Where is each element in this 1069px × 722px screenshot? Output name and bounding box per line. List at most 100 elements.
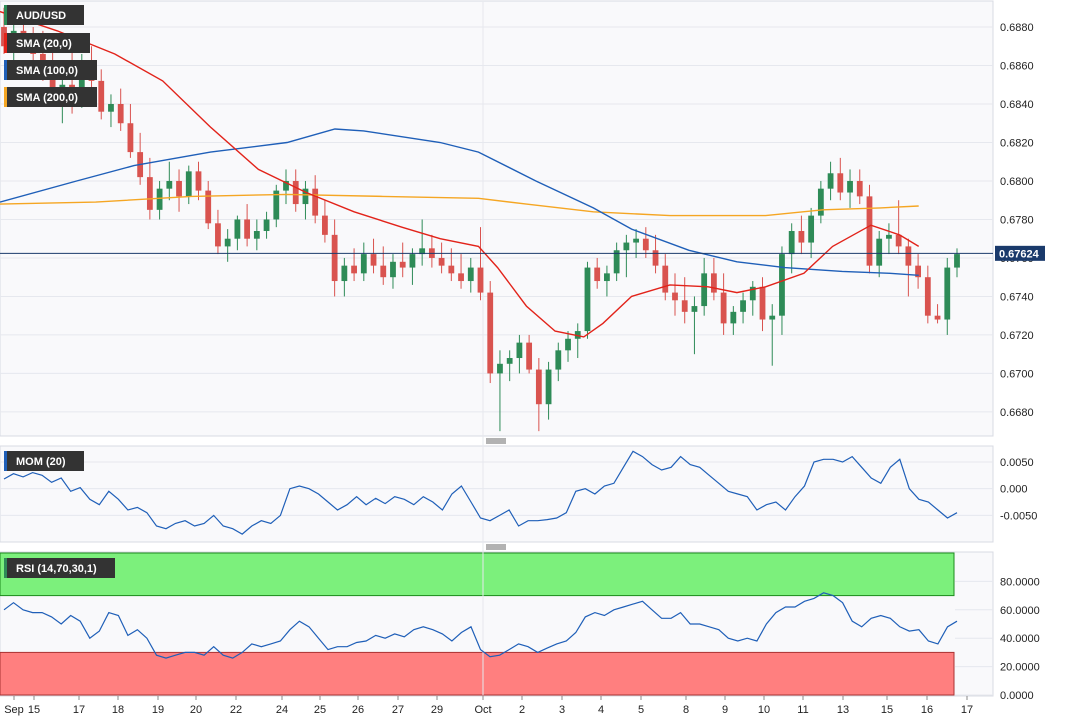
candle[interactable] <box>234 215 241 251</box>
candle[interactable] <box>497 350 503 432</box>
candle[interactable] <box>487 281 494 384</box>
legend-sma-20[interactable]: SMA (20,0) <box>4 33 90 53</box>
candle[interactable] <box>604 265 610 297</box>
candle[interactable] <box>370 238 377 274</box>
candle[interactable] <box>759 277 766 332</box>
candle[interactable] <box>380 246 387 285</box>
candle[interactable] <box>847 169 853 208</box>
candle[interactable] <box>244 204 251 247</box>
legend-sma-200[interactable]: SMA (200,0) <box>4 87 97 107</box>
candle[interactable] <box>312 175 319 224</box>
candle[interactable] <box>779 246 785 335</box>
candle[interactable] <box>740 292 746 324</box>
candle[interactable] <box>360 242 367 282</box>
sma-200-line[interactable] <box>0 193 919 217</box>
panel-resize-handle[interactable] <box>486 544 506 550</box>
candle[interactable] <box>642 227 649 258</box>
candle[interactable] <box>273 184 280 228</box>
panel-resize-handle[interactable] <box>486 438 506 444</box>
candle[interactable] <box>98 69 105 120</box>
candle[interactable] <box>535 358 542 432</box>
candle[interactable] <box>652 234 659 274</box>
candle[interactable] <box>292 169 299 212</box>
candle[interactable] <box>253 219 260 251</box>
candle[interactable] <box>662 254 669 301</box>
candle[interactable] <box>341 257 348 297</box>
candle[interactable] <box>934 304 941 324</box>
price-panel[interactable] <box>0 0 994 437</box>
candle[interactable] <box>409 248 416 285</box>
candle[interactable] <box>215 209 221 255</box>
candle[interactable] <box>613 242 620 282</box>
candle[interactable] <box>477 227 484 301</box>
momentum-line[interactable] <box>3 450 958 535</box>
candle[interactable] <box>146 157 153 220</box>
candle[interactable] <box>438 242 445 274</box>
candle[interactable] <box>944 257 951 335</box>
candle[interactable] <box>516 334 523 374</box>
candle[interactable] <box>263 211 270 239</box>
candle[interactable] <box>390 254 396 289</box>
candle[interactable] <box>837 157 844 201</box>
legend-aud-usd[interactable]: AUD/USD <box>4 5 84 25</box>
candle[interactable] <box>166 161 173 201</box>
candle[interactable] <box>749 281 756 316</box>
candle[interactable] <box>730 306 737 335</box>
candle[interactable] <box>467 257 474 293</box>
candle[interactable] <box>672 273 678 316</box>
candle[interactable] <box>565 331 571 362</box>
candle[interactable] <box>905 238 912 297</box>
candle[interactable] <box>681 277 688 324</box>
candle[interactable] <box>117 88 124 131</box>
candle[interactable] <box>584 261 591 339</box>
candle[interactable] <box>691 296 698 355</box>
svg-text:RSI (14,70,30,1): RSI (14,70,30,1) <box>16 563 97 575</box>
candle[interactable] <box>322 200 328 243</box>
candle[interactable] <box>506 350 513 382</box>
candle[interactable] <box>195 161 202 201</box>
candle[interactable] <box>594 257 601 289</box>
candle[interactable] <box>769 304 776 366</box>
candle[interactable] <box>545 361 552 420</box>
legend-sma-100[interactable]: SMA (100,0) <box>4 60 97 80</box>
candle[interactable] <box>283 169 289 205</box>
candle[interactable] <box>156 180 163 220</box>
candle[interactable] <box>108 94 114 128</box>
candle[interactable] <box>876 231 883 278</box>
legend-rsi[interactable]: RSI (14,70,30,1) <box>4 558 115 578</box>
candle[interactable] <box>555 342 562 382</box>
candle[interactable] <box>895 200 902 255</box>
candle[interactable] <box>399 242 406 278</box>
candle[interactable] <box>526 334 533 374</box>
candle[interactable] <box>458 254 464 289</box>
sma-100-line[interactable] <box>0 128 919 276</box>
candle[interactable] <box>574 323 581 359</box>
candle[interactable] <box>185 165 192 205</box>
candle[interactable] <box>788 223 795 274</box>
candle[interactable] <box>886 223 892 255</box>
candle[interactable] <box>176 169 182 212</box>
candle[interactable] <box>866 184 873 274</box>
candle[interactable] <box>827 161 834 201</box>
candle[interactable] <box>924 265 931 324</box>
candle[interactable] <box>915 254 922 289</box>
candle[interactable] <box>302 180 309 220</box>
candle[interactable] <box>331 219 338 297</box>
candle[interactable] <box>720 273 727 335</box>
x-tick-label: 29 <box>431 704 443 716</box>
momentum-panel[interactable] <box>0 445 994 543</box>
candle[interactable] <box>817 180 824 224</box>
candle[interactable] <box>808 207 815 258</box>
legend-mom[interactable]: MOM (20) <box>4 451 84 471</box>
x-tick-label: 8 <box>683 704 689 716</box>
candle[interactable] <box>623 234 630 278</box>
candle[interactable] <box>798 215 805 255</box>
candle[interactable] <box>127 103 134 158</box>
candle[interactable] <box>710 257 717 301</box>
candle[interactable] <box>419 219 426 266</box>
candle[interactable] <box>224 229 231 262</box>
candle[interactable] <box>205 180 212 230</box>
rsi-line[interactable] <box>3 592 958 659</box>
candle[interactable] <box>856 169 863 205</box>
sma-20-line[interactable] <box>0 10 920 338</box>
